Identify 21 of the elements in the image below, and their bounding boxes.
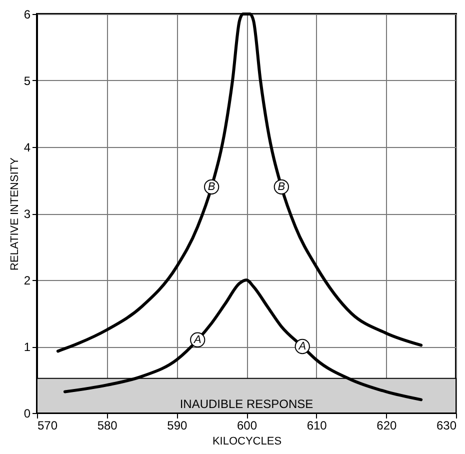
y-axis-title: RELATIVE INTENSITY bbox=[8, 156, 21, 270]
y-tick-label: 1 bbox=[24, 340, 31, 354]
y-tick-label: 0 bbox=[24, 406, 31, 420]
x-tick-label: 620 bbox=[376, 418, 397, 432]
x-axis-title: KILOCYCLES bbox=[212, 436, 282, 448]
series-label: B bbox=[278, 180, 286, 193]
x-tick-label: 630 bbox=[436, 418, 457, 432]
band-label: INAUDIBLE RESPONSE bbox=[180, 397, 314, 411]
y-tick-label: 3 bbox=[24, 207, 31, 221]
series-label: A bbox=[298, 340, 306, 352]
y-tick-label: 4 bbox=[24, 140, 31, 154]
x-tick-label: 570 bbox=[38, 418, 58, 432]
x-tick-label: 590 bbox=[167, 418, 188, 432]
y-tick-label: 6 bbox=[24, 8, 31, 22]
x-tick-label: 600 bbox=[236, 418, 258, 432]
text: A bbox=[194, 334, 202, 346]
x-tick-label: 580 bbox=[97, 418, 118, 432]
y-tick-label: 2 bbox=[24, 274, 31, 288]
x-tick-label: 610 bbox=[306, 418, 328, 432]
text: B bbox=[208, 180, 216, 193]
y-tick-label: 5 bbox=[24, 74, 31, 88]
